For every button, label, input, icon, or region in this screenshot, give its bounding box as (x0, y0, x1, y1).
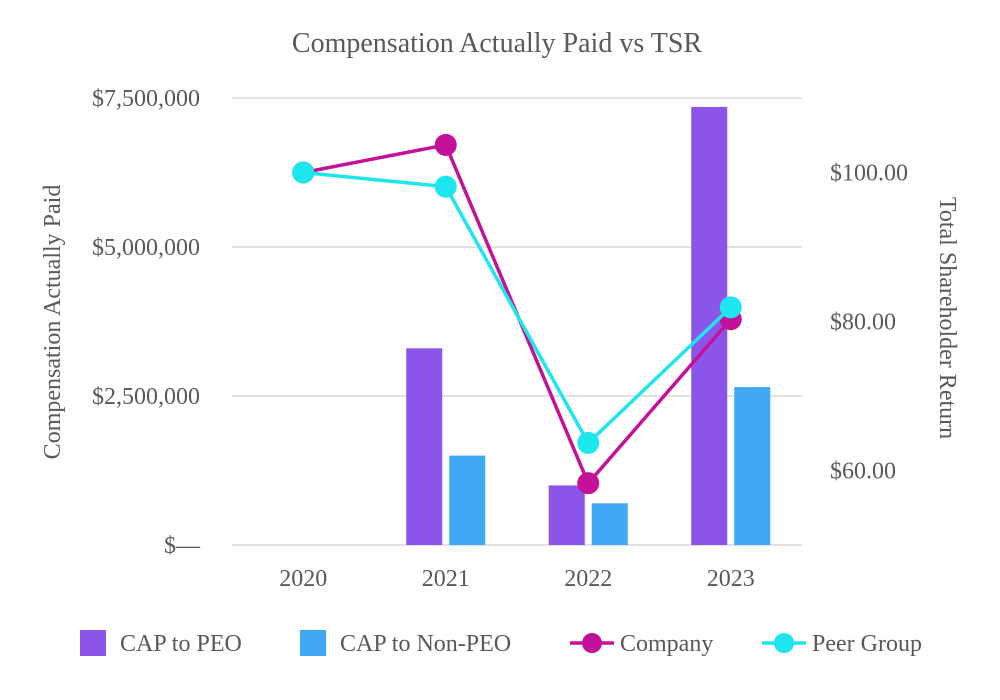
y-left-axis-label: Compensation Actually Paid (40, 185, 66, 460)
y-left-tick-label: $2,500,000 (92, 384, 200, 410)
line-peer-group (303, 170, 732, 445)
legend-label-cap-to-peo: CAP to PEO (120, 631, 242, 657)
point-peer-group-2022 (577, 431, 600, 454)
legend-marker-company (582, 633, 602, 653)
legend-swatch-cap-to-non-peo (300, 630, 326, 656)
bars (406, 106, 771, 545)
point-company-2022 (577, 472, 600, 495)
legend-swatch-cap-to-peo (80, 630, 106, 656)
legend-label-company: Company (620, 631, 713, 657)
y-right-tick-label: $80.00 (830, 310, 896, 336)
bar-cap-to-non-peo-2021 (449, 455, 486, 545)
x-tick-label: 2022 (564, 566, 612, 592)
legend-label-cap-to-non-peo: CAP to Non-PEO (340, 631, 511, 657)
y-right-tick-label: $100.00 (830, 161, 908, 187)
x-tick-label: 2020 (279, 566, 327, 592)
lines (292, 133, 742, 495)
bar-cap-to-non-peo-2022 (591, 503, 628, 545)
y-right-axis-label: Total Shareholder Return (934, 197, 960, 439)
tick-labels: $— $2,500,000 $5,000,000 $7,500,000 $60.00 $8… (92, 86, 908, 592)
y-right-tick-label: $60.00 (830, 459, 896, 485)
chart-title: Compensation Actually Paid vs TSR (292, 28, 702, 59)
point-peer-group-2023 (719, 296, 742, 319)
legend: CAP to PEO CAP to Non-PEO Company Peer Grou… (80, 630, 922, 657)
point-peer-group-2020 (292, 161, 315, 184)
x-tick-label: 2023 (707, 566, 755, 592)
legend-label-peer-group: Peer Group (812, 631, 922, 657)
bar-cap-to-non-peo-2023 (734, 387, 771, 545)
x-tick-label: 2021 (422, 566, 470, 592)
point-company-2021 (434, 133, 457, 156)
y-left-tick-label: $— (164, 533, 201, 559)
y-left-tick-label: $5,000,000 (92, 235, 200, 261)
bar-cap-to-peo-2022 (548, 485, 585, 545)
y-left-tick-label: $7,500,000 (92, 86, 200, 112)
bar-cap-to-peo-2021 (406, 348, 443, 545)
point-peer-group-2021 (434, 175, 457, 198)
legend-marker-peer-group (774, 633, 794, 653)
